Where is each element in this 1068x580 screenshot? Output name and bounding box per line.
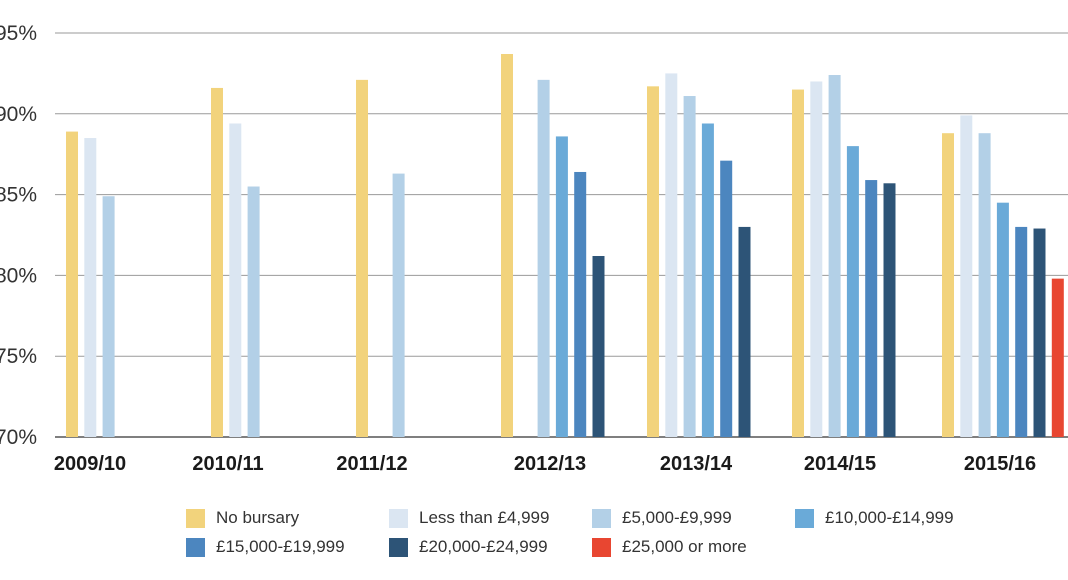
bar (720, 160, 733, 437)
bar (501, 54, 513, 438)
bar (1051, 278, 1064, 437)
legend-label: Less than £4,999 (419, 508, 550, 527)
legend-swatch (592, 508, 611, 528)
legend-swatch (389, 508, 408, 528)
legend-label: £5,000-£9,999 (622, 508, 732, 527)
bar (828, 75, 841, 438)
legend-swatch (186, 508, 205, 528)
legend-item: £25,000 or more (592, 537, 795, 557)
y-tick-label: 80% (0, 264, 37, 287)
x-tick-label: 2012/13 (514, 453, 586, 475)
legend-label: £25,000 or more (622, 537, 747, 556)
bar (84, 138, 97, 438)
bar (356, 79, 368, 437)
bar (738, 226, 751, 437)
legend-label: No bursary (216, 508, 300, 527)
bar (1015, 226, 1028, 437)
y-tick-label: 85% (0, 184, 37, 207)
legend-item: No bursary (186, 508, 389, 528)
legend-label: £15,000-£19,999 (216, 537, 345, 556)
bar (102, 196, 115, 437)
y-tick-label: 90% (0, 103, 37, 126)
legend-label: £10,000-£14,999 (825, 508, 954, 527)
bar (942, 133, 954, 437)
bar (555, 136, 568, 437)
y-tick-label: 75% (0, 345, 37, 368)
y-tick-label: 70% (0, 426, 37, 449)
legend-swatch (795, 508, 814, 528)
legend-label: £20,000-£24,999 (419, 537, 548, 556)
bar (592, 256, 605, 437)
legend-item: £10,000-£14,999 (795, 508, 998, 528)
bar (537, 79, 550, 437)
legend-item: Less than £4,999 (389, 508, 592, 528)
bar (647, 86, 659, 437)
x-axis-ticks: 2009/10 2010/11 2011/12 2012/13 2013/14 2014/… (54, 453, 1036, 475)
bar (810, 81, 823, 437)
bar-chart: 70% 75% 80% 85% 90% 95% 2009/10 2010/11 2011/12… (0, 22, 1068, 475)
bar (229, 123, 242, 437)
bar (701, 123, 714, 437)
bars (66, 54, 1064, 438)
bar (574, 171, 587, 437)
legend-swatch (186, 537, 205, 557)
legend-item: £20,000-£24,999 (389, 537, 592, 557)
x-tick-label: 2009/10 (54, 453, 126, 475)
bar (865, 180, 878, 437)
x-tick-label: 2014/15 (804, 453, 876, 475)
bar (247, 186, 260, 437)
x-tick-label: 2015/16 (964, 453, 1036, 475)
y-tick-label: 95% (0, 22, 37, 45)
bar (846, 146, 859, 437)
x-tick-label: 2013/14 (660, 453, 733, 475)
legend-item: £15,000-£19,999 (186, 537, 389, 557)
x-tick-label: 2010/11 (192, 453, 263, 475)
legend-swatch (592, 537, 611, 557)
bar (211, 87, 223, 437)
bar (792, 89, 804, 437)
legend: No bursary Less than £4,999 £5,000-£9,999 £… (186, 508, 1046, 557)
bar (683, 96, 696, 438)
bar (978, 133, 991, 437)
legend-item: £5,000-£9,999 (592, 508, 795, 528)
bar (665, 73, 678, 438)
legend-swatch (389, 537, 408, 557)
x-tick-label: 2011/12 (336, 453, 407, 475)
bar (66, 131, 78, 438)
bar (392, 173, 405, 438)
bar (1033, 228, 1046, 437)
bar (883, 183, 896, 437)
bar (960, 115, 973, 437)
y-axis-ticks: 70% 75% 80% 85% 90% 95% (0, 22, 37, 449)
bar (996, 202, 1009, 437)
